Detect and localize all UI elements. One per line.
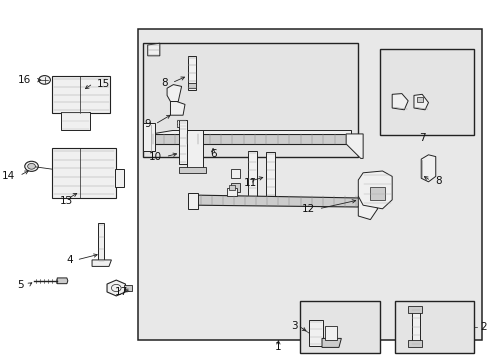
Polygon shape <box>142 123 155 151</box>
Bar <box>394 301 473 353</box>
Text: 14: 14 <box>2 171 16 181</box>
Text: 17: 17 <box>114 287 127 297</box>
Polygon shape <box>61 112 89 130</box>
Polygon shape <box>420 155 435 182</box>
Bar <box>226 188 237 196</box>
Polygon shape <box>187 193 197 209</box>
Polygon shape <box>247 151 256 198</box>
Text: 1: 1 <box>275 342 281 352</box>
Polygon shape <box>147 130 350 134</box>
Polygon shape <box>147 43 160 56</box>
Text: 10: 10 <box>148 152 162 162</box>
Polygon shape <box>346 134 363 158</box>
Polygon shape <box>321 338 341 347</box>
Bar <box>228 185 235 190</box>
Bar <box>187 83 196 88</box>
Text: 3: 3 <box>290 321 297 331</box>
Text: 5: 5 <box>18 280 24 290</box>
Polygon shape <box>167 85 181 102</box>
Bar <box>379 49 473 135</box>
Text: 6: 6 <box>209 149 216 159</box>
Polygon shape <box>179 120 186 164</box>
Bar <box>138 29 481 340</box>
Polygon shape <box>92 260 111 266</box>
Text: 8: 8 <box>161 78 168 88</box>
Bar <box>231 169 240 178</box>
Polygon shape <box>176 120 186 127</box>
Polygon shape <box>57 278 68 284</box>
Circle shape <box>25 161 38 171</box>
Text: 7: 7 <box>418 132 425 143</box>
Text: 9: 9 <box>144 119 151 129</box>
Circle shape <box>28 163 35 169</box>
Polygon shape <box>411 308 419 346</box>
Polygon shape <box>107 280 125 296</box>
Bar <box>407 340 421 347</box>
Polygon shape <box>266 152 274 197</box>
Polygon shape <box>98 223 104 263</box>
Polygon shape <box>147 134 350 144</box>
Polygon shape <box>170 102 184 115</box>
Text: 4: 4 <box>66 255 73 265</box>
Circle shape <box>39 76 50 84</box>
Text: 15: 15 <box>97 78 110 89</box>
Bar <box>124 285 132 291</box>
Polygon shape <box>413 94 427 110</box>
Bar <box>300 301 379 353</box>
Polygon shape <box>196 195 360 207</box>
Polygon shape <box>186 130 203 171</box>
Polygon shape <box>391 94 407 110</box>
Text: 16: 16 <box>18 75 31 85</box>
Polygon shape <box>52 76 110 113</box>
Text: 8: 8 <box>434 176 441 186</box>
Polygon shape <box>358 196 377 220</box>
Bar <box>416 97 422 102</box>
Text: 13: 13 <box>60 196 73 206</box>
Text: 2: 2 <box>479 321 486 332</box>
Text: 12: 12 <box>301 204 314 214</box>
Polygon shape <box>115 169 123 187</box>
Polygon shape <box>52 148 116 198</box>
Bar <box>231 183 240 192</box>
Polygon shape <box>308 320 323 346</box>
Polygon shape <box>187 56 196 90</box>
Bar <box>407 306 421 313</box>
Bar <box>369 187 384 200</box>
Polygon shape <box>179 167 205 173</box>
Bar <box>325 326 337 340</box>
Polygon shape <box>358 171 391 209</box>
Text: 11: 11 <box>244 177 257 188</box>
Bar <box>142 43 358 157</box>
